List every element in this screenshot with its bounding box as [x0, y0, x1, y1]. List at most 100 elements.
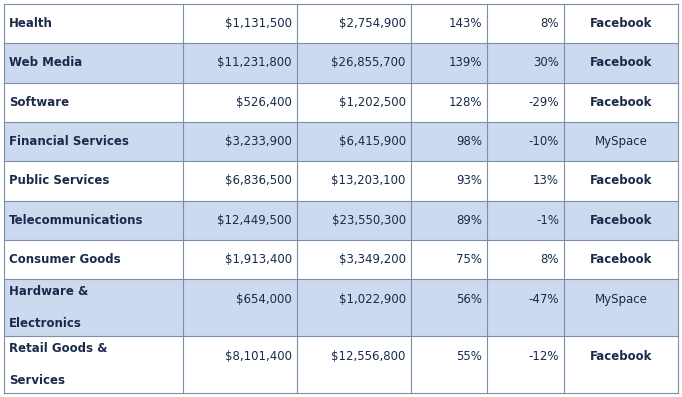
Text: Facebook: Facebook	[590, 174, 652, 187]
Bar	[411, 161, 488, 200]
Text: Facebook: Facebook	[590, 349, 652, 362]
Text: Public Services: Public Services	[9, 174, 109, 187]
Text: Health: Health	[9, 17, 53, 30]
Bar	[564, 200, 678, 240]
Text: 89%: 89%	[456, 214, 482, 227]
Bar	[488, 240, 564, 279]
Text: Consumer Goods: Consumer Goods	[9, 253, 121, 266]
Text: 93%: 93%	[456, 174, 482, 187]
Text: MySpace: MySpace	[595, 293, 647, 306]
Bar	[297, 200, 411, 240]
Bar	[183, 4, 297, 43]
Bar	[4, 83, 183, 122]
Bar	[4, 4, 183, 43]
Bar	[488, 279, 564, 336]
Bar	[488, 161, 564, 200]
Text: Facebook: Facebook	[590, 96, 652, 109]
Text: $12,449,500: $12,449,500	[217, 214, 292, 227]
Text: MySpace: MySpace	[595, 135, 647, 148]
Bar	[183, 161, 297, 200]
Text: Financial Services: Financial Services	[9, 135, 129, 148]
Bar	[564, 279, 678, 336]
Text: 98%: 98%	[456, 135, 482, 148]
Text: $11,231,800: $11,231,800	[218, 56, 292, 69]
Text: -12%: -12%	[529, 349, 559, 362]
Text: $3,349,200: $3,349,200	[339, 253, 406, 266]
Text: -1%: -1%	[536, 214, 559, 227]
Bar	[488, 336, 564, 393]
Bar	[297, 83, 411, 122]
Bar	[488, 122, 564, 161]
Bar	[4, 161, 183, 200]
Text: Services: Services	[9, 374, 65, 387]
Bar	[4, 279, 183, 336]
Bar	[183, 200, 297, 240]
Text: 56%: 56%	[456, 293, 482, 306]
Text: 30%: 30%	[533, 56, 559, 69]
Text: -47%: -47%	[529, 293, 559, 306]
Text: 143%: 143%	[449, 17, 482, 30]
Bar	[411, 200, 488, 240]
Bar	[297, 240, 411, 279]
Bar	[4, 200, 183, 240]
Text: Retail Goods &: Retail Goods &	[9, 342, 107, 355]
Text: $23,550,300: $23,550,300	[331, 214, 406, 227]
Bar	[564, 83, 678, 122]
Text: Facebook: Facebook	[590, 214, 652, 227]
Text: Facebook: Facebook	[590, 253, 652, 266]
Text: $13,203,100: $13,203,100	[331, 174, 406, 187]
Text: $26,855,700: $26,855,700	[331, 56, 406, 69]
Bar	[297, 122, 411, 161]
Text: -10%: -10%	[529, 135, 559, 148]
Bar	[564, 336, 678, 393]
Text: $6,415,900: $6,415,900	[339, 135, 406, 148]
Bar	[411, 4, 488, 43]
Bar	[564, 122, 678, 161]
Bar	[297, 4, 411, 43]
Bar	[411, 83, 488, 122]
Text: $2,754,900: $2,754,900	[339, 17, 406, 30]
Bar	[183, 83, 297, 122]
Text: $6,836,500: $6,836,500	[225, 174, 292, 187]
Bar	[297, 336, 411, 393]
Bar	[183, 122, 297, 161]
Text: $8,101,400: $8,101,400	[225, 349, 292, 362]
Text: Software: Software	[9, 96, 69, 109]
Text: Telecommunications: Telecommunications	[9, 214, 143, 227]
Text: $526,400: $526,400	[236, 96, 292, 109]
Text: $1,913,400: $1,913,400	[224, 253, 292, 266]
Bar	[297, 161, 411, 200]
Text: Web Media: Web Media	[9, 56, 83, 69]
Text: $1,131,500: $1,131,500	[225, 17, 292, 30]
Bar	[411, 122, 488, 161]
Text: Facebook: Facebook	[590, 17, 652, 30]
Text: $3,233,900: $3,233,900	[225, 135, 292, 148]
Bar	[411, 279, 488, 336]
Bar	[411, 43, 488, 83]
Bar	[4, 122, 183, 161]
Text: 128%: 128%	[449, 96, 482, 109]
Text: 55%: 55%	[456, 349, 482, 362]
Text: -29%: -29%	[529, 96, 559, 109]
Text: 8%: 8%	[541, 253, 559, 266]
Bar	[488, 43, 564, 83]
Bar	[564, 43, 678, 83]
Text: 139%: 139%	[449, 56, 482, 69]
Text: $12,556,800: $12,556,800	[331, 349, 406, 362]
Text: Facebook: Facebook	[590, 56, 652, 69]
Text: $1,022,900: $1,022,900	[339, 293, 406, 306]
Text: $1,202,500: $1,202,500	[339, 96, 406, 109]
Text: 75%: 75%	[456, 253, 482, 266]
Bar	[183, 279, 297, 336]
Bar	[183, 240, 297, 279]
Bar	[488, 200, 564, 240]
Bar	[183, 336, 297, 393]
Bar	[297, 279, 411, 336]
Text: 8%: 8%	[541, 17, 559, 30]
Bar	[564, 4, 678, 43]
Text: Electronics: Electronics	[9, 317, 82, 330]
Bar	[183, 43, 297, 83]
Bar	[564, 240, 678, 279]
Bar	[488, 83, 564, 122]
Bar	[564, 161, 678, 200]
